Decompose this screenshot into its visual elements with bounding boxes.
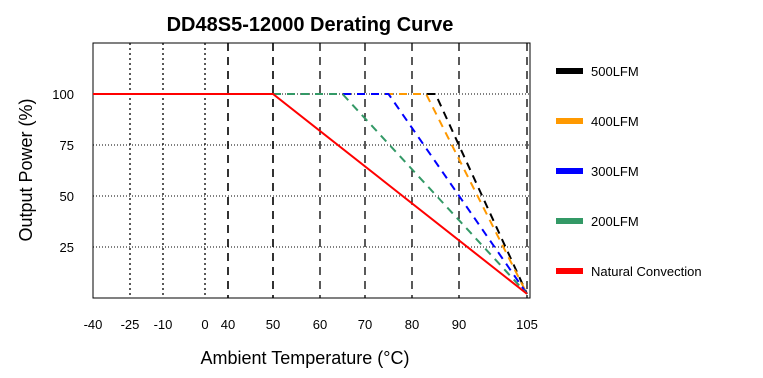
legend-label: 300LFM xyxy=(591,164,639,179)
y-axis-label: Output Power (%) xyxy=(16,98,36,241)
x-tick-label: 70 xyxy=(358,317,372,332)
y-tick-label: 25 xyxy=(60,240,74,255)
x-tick-label: -25 xyxy=(121,317,140,332)
x-tick-label: 40 xyxy=(221,317,235,332)
x-tick-label: 80 xyxy=(405,317,419,332)
x-tick-label: 0 xyxy=(201,317,208,332)
x-tick-label: 90 xyxy=(452,317,466,332)
series-line xyxy=(93,93,528,295)
y-tick-label: 50 xyxy=(60,189,74,204)
legend-label: Natural Convection xyxy=(591,264,702,279)
x-tick-label: -10 xyxy=(154,317,173,332)
series-layer xyxy=(93,93,528,295)
x-tick-label: 60 xyxy=(313,317,327,332)
x-axis-label: Ambient Temperature (°C) xyxy=(201,348,410,368)
x-tick-label: 105 xyxy=(516,317,538,332)
series-line xyxy=(273,93,528,295)
y-tick-label: 75 xyxy=(60,138,74,153)
x-tick-label: 50 xyxy=(266,317,280,332)
x-tick-label: -40 xyxy=(84,317,103,332)
legend-label: 200LFM xyxy=(591,214,639,229)
legend-swatch xyxy=(556,118,583,124)
series-line xyxy=(273,93,528,295)
legend-swatch xyxy=(556,68,583,74)
x-ticks: -40 -25 -10 0 40 50 60 70 80 90 105 xyxy=(84,317,538,332)
legend-swatch xyxy=(556,218,583,224)
legend-swatch xyxy=(556,168,583,174)
y-tick-label: 100 xyxy=(52,87,74,102)
plot-area xyxy=(92,42,531,299)
y-ticks: 100 75 50 25 xyxy=(52,87,74,255)
chart-title: DD48S5-12000 Derating Curve xyxy=(167,14,454,36)
legend: 500LFM 400LFM 300LFM 200LFM Natural Convecti… xyxy=(556,64,702,279)
legend-label: 500LFM xyxy=(591,64,639,79)
legend-swatch xyxy=(556,268,583,274)
legend-label: 400LFM xyxy=(591,114,639,129)
